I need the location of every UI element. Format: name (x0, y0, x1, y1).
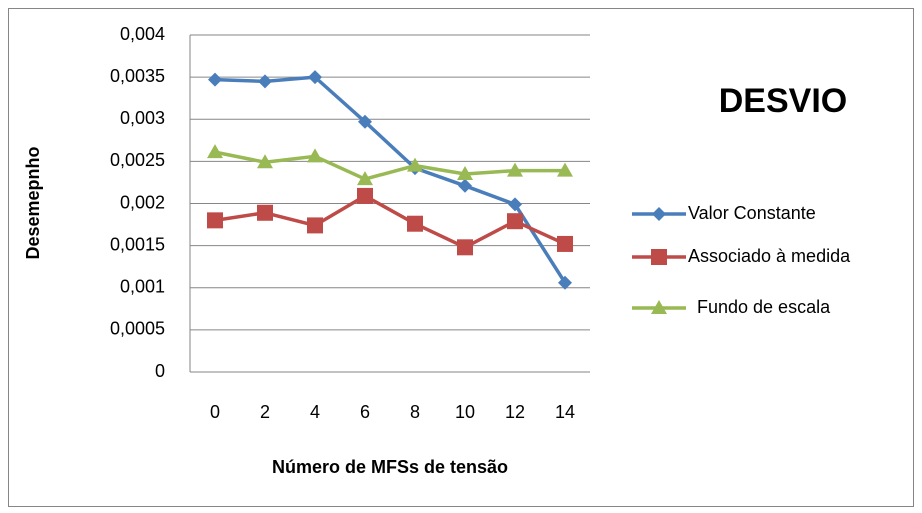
marker (507, 162, 523, 177)
y-tick-label: 0,004 (120, 24, 165, 44)
y-tick-label: 0,0035 (110, 66, 165, 86)
marker (458, 178, 472, 193)
marker (258, 74, 272, 89)
marker (307, 148, 323, 163)
series-line (214, 75, 567, 284)
marker (207, 144, 223, 159)
marker (407, 215, 423, 232)
chart-title: DESVIO (719, 82, 847, 120)
y-tick-label: 0,001 (120, 277, 165, 297)
marker (207, 212, 223, 229)
marker (257, 154, 273, 169)
marker (358, 114, 372, 129)
x-tick-label: 12 (505, 402, 525, 422)
y-tick-label: 0,0015 (110, 234, 165, 254)
x-tick-label: 14 (555, 402, 575, 422)
marker (652, 207, 666, 221)
marker (308, 70, 322, 85)
series-line (214, 150, 565, 181)
marker (507, 213, 523, 230)
chart-border (8, 8, 914, 507)
marker (557, 235, 573, 252)
marker (651, 300, 667, 314)
y-tick-label: 0,002 (120, 192, 165, 212)
marker (557, 162, 573, 177)
x-tick-label: 0 (210, 402, 220, 422)
marker (508, 197, 522, 212)
x-axis-title: Número de MFSs de tensão (272, 457, 508, 477)
y-tick-label: 0 (155, 361, 165, 381)
legend-label: Fundo de escala (697, 297, 831, 317)
x-tick-label: 10 (455, 402, 475, 422)
marker (407, 157, 423, 172)
marker (357, 187, 373, 204)
legend-label: Associado à medida (688, 246, 851, 266)
marker (208, 72, 222, 87)
x-tick-label: 6 (360, 402, 370, 422)
y-tick-label: 0,003 (120, 108, 165, 128)
marker (558, 275, 572, 290)
marker (457, 166, 473, 181)
marker (357, 171, 373, 186)
y-tick-label: 0,0025 (110, 150, 165, 170)
marker (457, 239, 473, 256)
x-tick-label: 2 (260, 402, 270, 422)
x-tick-label: 8 (410, 402, 420, 422)
marker (307, 217, 323, 234)
marker (651, 249, 667, 265)
x-tick-label: 4 (310, 402, 320, 422)
y-axis-title: Desemepnho (23, 146, 43, 259)
y-tick-label: 0,0005 (110, 319, 165, 339)
marker (257, 204, 273, 221)
series-line (214, 194, 566, 250)
legend-label: Valor Constante (688, 203, 816, 223)
